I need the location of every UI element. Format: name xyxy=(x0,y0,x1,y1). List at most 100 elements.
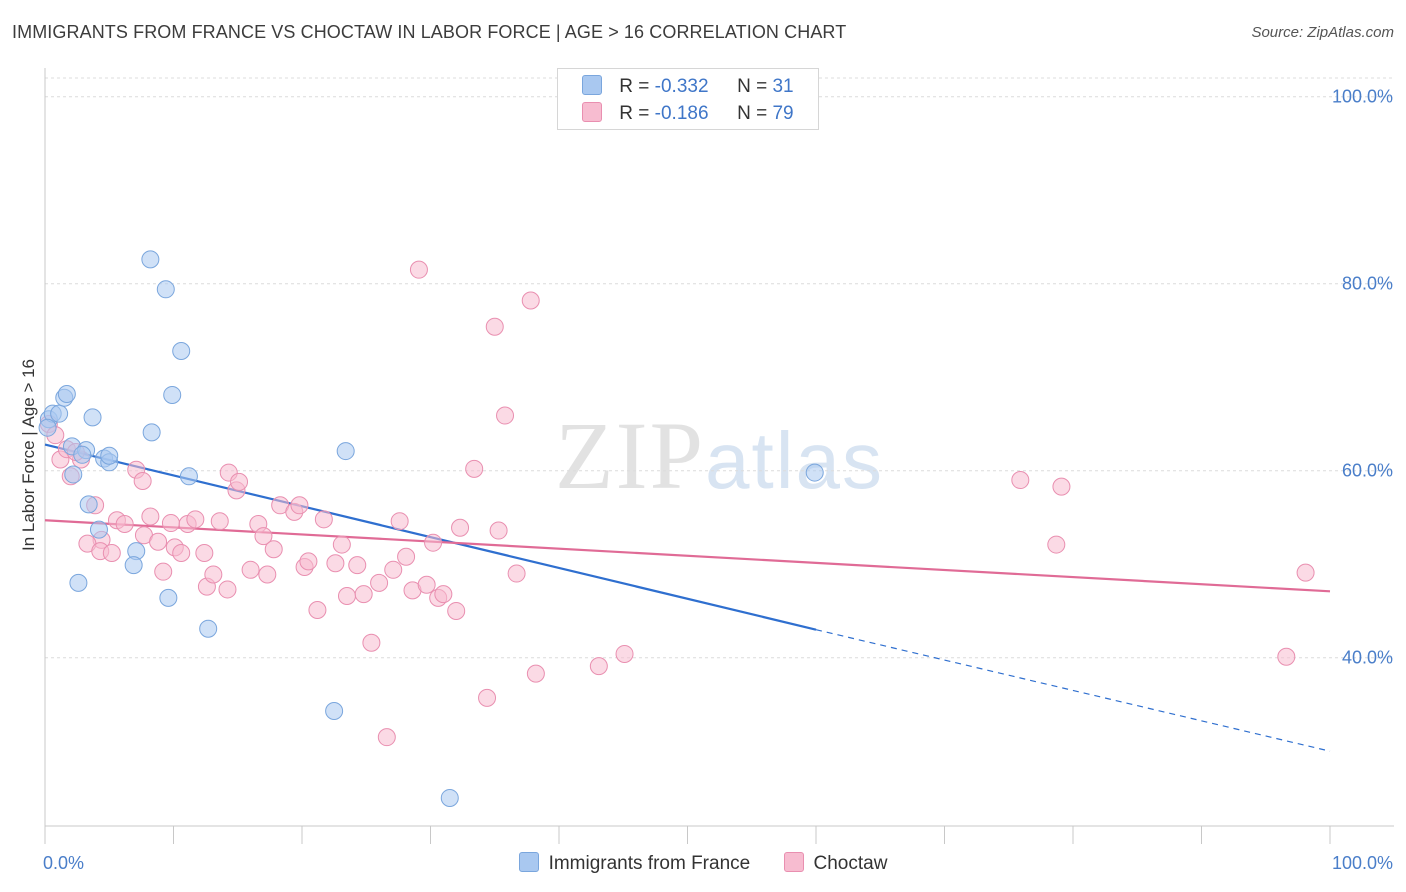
data-point xyxy=(186,510,205,529)
data-point xyxy=(589,657,608,676)
data-point xyxy=(50,404,69,423)
data-point xyxy=(102,543,121,562)
data-point xyxy=(332,535,351,554)
data-point xyxy=(348,556,367,575)
legend-row-france: R = -0.332 N = 31 xyxy=(582,75,794,101)
data-point xyxy=(397,547,416,566)
legend-n-value: 31 xyxy=(772,76,794,97)
data-point xyxy=(417,575,436,594)
legend-r-value: -0.186 xyxy=(654,103,709,124)
data-point xyxy=(195,543,214,562)
data-point xyxy=(615,644,634,663)
data-point xyxy=(489,521,508,540)
y-tick-label: 100.0% xyxy=(1332,87,1393,107)
data-point xyxy=(172,543,191,562)
data-point xyxy=(377,728,396,747)
legend-r-label: R = xyxy=(619,103,655,124)
data-point xyxy=(805,463,824,482)
data-point xyxy=(172,342,191,361)
legend-r-label: R = xyxy=(619,76,655,97)
data-point xyxy=(370,573,389,592)
data-point xyxy=(507,564,526,583)
legend-n-label: N = xyxy=(737,76,773,97)
data-point xyxy=(496,406,515,425)
data-point xyxy=(434,585,453,604)
axes xyxy=(44,68,1394,844)
data-point xyxy=(124,556,143,575)
data-point xyxy=(141,507,160,526)
data-point xyxy=(258,565,277,584)
data-point xyxy=(199,619,218,638)
data-point xyxy=(79,495,98,514)
data-point xyxy=(161,514,180,533)
data-point xyxy=(478,688,497,707)
data-point xyxy=(210,512,229,531)
legend-n-label: N = xyxy=(737,103,773,124)
data-point xyxy=(64,465,83,484)
y-axis-title: In Labor Force | Age > 16 xyxy=(19,359,38,551)
data-point xyxy=(485,317,504,336)
legend-swatch-choctaw xyxy=(582,102,602,122)
y-tick-label: 40.0% xyxy=(1342,648,1393,668)
data-point xyxy=(1296,563,1315,582)
data-point xyxy=(1047,535,1066,554)
legend-row-choctaw: R = -0.186 N = 79 xyxy=(582,102,794,128)
data-point xyxy=(1277,647,1296,666)
chart-title: IMMIGRANTS FROM FRANCE VS CHOCTAW IN LAB… xyxy=(12,22,847,42)
series-legend: Immigrants from France Choctaw xyxy=(0,852,1406,875)
data-point xyxy=(451,518,470,537)
data-point xyxy=(1011,471,1030,490)
data-point xyxy=(156,280,175,299)
x-tick-label: 0.0% xyxy=(43,853,84,873)
data-point xyxy=(159,588,178,607)
data-point xyxy=(142,423,161,442)
series-label-france: Immigrants from France xyxy=(548,853,751,874)
data-point xyxy=(115,514,134,533)
data-point xyxy=(149,532,168,551)
series-swatch-france xyxy=(518,852,539,872)
watermark: ZIPatlas xyxy=(555,400,884,511)
data-point xyxy=(57,385,76,404)
data-point xyxy=(390,512,409,531)
data-point xyxy=(179,467,198,486)
data-point xyxy=(100,446,119,465)
series-legend-item-choctaw[interactable]: Choctaw xyxy=(783,852,888,875)
data-point xyxy=(447,601,466,620)
y-tick-label: 60.0% xyxy=(1342,461,1393,481)
series-swatch-choctaw xyxy=(783,852,804,872)
data-point xyxy=(337,586,356,605)
trend-line-extension xyxy=(815,629,1331,752)
data-point xyxy=(299,552,318,571)
data-point xyxy=(264,540,283,559)
series-legend-item-france[interactable]: Immigrants from France xyxy=(518,852,751,875)
data-point xyxy=(133,471,152,490)
watermark-zip: ZIP xyxy=(555,402,705,509)
data-point xyxy=(83,408,102,427)
data-point xyxy=(290,496,309,515)
legend-r-value: -0.332 xyxy=(654,76,709,97)
data-point xyxy=(424,533,443,552)
data-point xyxy=(521,291,540,310)
data-point xyxy=(409,260,428,279)
data-point xyxy=(254,527,273,546)
data-point xyxy=(465,459,484,478)
data-point xyxy=(325,701,344,720)
data-point xyxy=(326,554,345,573)
data-point xyxy=(440,788,459,807)
data-point xyxy=(1052,477,1071,496)
data-point xyxy=(89,520,108,539)
series-label-choctaw: Choctaw xyxy=(813,853,888,874)
data-point xyxy=(354,585,373,604)
data-point xyxy=(384,560,403,579)
legend-swatch-france xyxy=(582,75,602,95)
data-point xyxy=(526,664,545,683)
watermark-atlas: atlas xyxy=(705,416,884,505)
data-point xyxy=(38,418,57,437)
data-point xyxy=(314,510,333,529)
source-label: Source: ZipAtlas.com xyxy=(1251,24,1394,41)
data-point xyxy=(73,445,92,464)
data-point xyxy=(204,565,223,584)
data-point xyxy=(336,442,355,461)
axis-labels: 40.0% 60.0% 80.0% 100.0% 0.0% 100.0% In Labor … xyxy=(19,87,1393,873)
